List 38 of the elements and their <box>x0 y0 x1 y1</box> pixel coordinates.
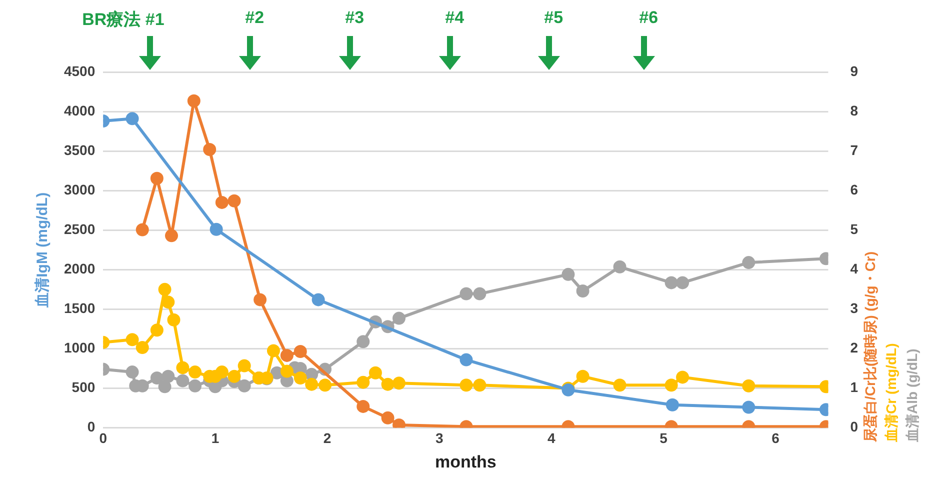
y2-tick-label: 3 <box>850 300 858 316</box>
x-tick-label: 0 <box>99 430 108 446</box>
text: #2 <box>245 8 264 28</box>
y2-tick-label: 9 <box>850 62 858 79</box>
text: #3 <box>345 8 364 28</box>
text: #6 <box>639 8 658 28</box>
text: 血清Cr (mg/dL) <box>883 343 900 442</box>
text: BR療法 #1 <box>82 9 164 31</box>
y-tick-label: 3000 <box>64 181 96 198</box>
x-tick-label: 4 <box>548 430 556 446</box>
y2-tick-label: 1 <box>850 379 858 396</box>
y-tick-label: 1500 <box>64 300 96 316</box>
x-tick-label: 3 <box>435 430 444 446</box>
y2-tick-label: 8 <box>850 102 858 118</box>
y2-tick-label: 0 <box>850 418 858 435</box>
x-tick-label: 6 <box>772 430 780 446</box>
x-axis-title: months <box>434 452 496 472</box>
y2-tick-label: 5 <box>850 220 858 237</box>
y-tick-label: 2500 <box>64 220 96 237</box>
text: #5 <box>544 8 564 28</box>
text: 尿蛋白/Cr比(随時尿) (g/g・Cr) <box>862 251 880 442</box>
y-tick-label: 4500 <box>64 62 96 79</box>
y2-tick-label: 2 <box>850 340 858 356</box>
y2-tick-label: 7 <box>850 142 858 158</box>
y2-tick-label: 4 <box>850 260 858 277</box>
y-tick-label: 1000 <box>64 340 96 356</box>
y-axis-title: 血清IgM (mg/dL) <box>34 192 52 308</box>
text: 血清Alb (g/dL) <box>904 348 922 442</box>
x-tick-label: 5 <box>660 430 668 446</box>
y-tick-label: 500 <box>72 379 96 396</box>
y-tick-label: 4000 <box>64 102 96 118</box>
x-tick-label: 2 <box>323 430 332 446</box>
y-tick-label: 0 <box>87 418 96 435</box>
y-tick-label: 2000 <box>64 260 96 277</box>
y-tick-label: 3500 <box>64 142 96 158</box>
y2-tick-label: 6 <box>850 181 858 198</box>
text: #4 <box>445 8 464 28</box>
x-tick-label: 1 <box>211 430 220 446</box>
